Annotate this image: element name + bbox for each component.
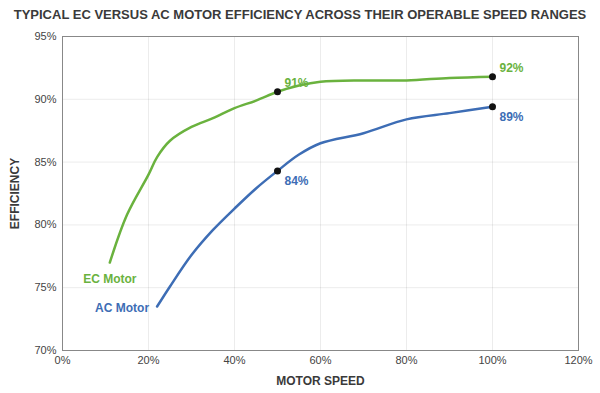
- svg-text:100%: 100%: [478, 354, 506, 366]
- svg-text:80%: 80%: [395, 354, 417, 366]
- svg-text:95%: 95%: [34, 30, 56, 42]
- svg-text:AC Motor: AC Motor: [95, 301, 149, 315]
- svg-text:84%: 84%: [285, 174, 309, 188]
- svg-text:70%: 70%: [34, 344, 56, 356]
- svg-text:75%: 75%: [34, 281, 56, 293]
- svg-text:91%: 91%: [285, 76, 309, 90]
- svg-text:90%: 90%: [34, 93, 56, 105]
- svg-text:40%: 40%: [223, 354, 245, 366]
- svg-text:EC Motor: EC Motor: [83, 272, 137, 286]
- svg-text:MOTOR SPEED: MOTOR SPEED: [276, 374, 365, 388]
- svg-text:80%: 80%: [34, 218, 56, 230]
- svg-text:92%: 92%: [500, 61, 524, 75]
- html-text:TYPICAL EC VERSUS AC MOTOR EFF: TYPICAL EC VERSUS AC MOTOR EFFICIENCY AC…: [13, 7, 587, 22]
- svg-text:120%: 120%: [564, 354, 592, 366]
- svg-text:EFFICIENCY: EFFICIENCY: [8, 158, 22, 229]
- svg-text:0%: 0%: [55, 354, 71, 366]
- svg-text:20%: 20%: [137, 354, 159, 366]
- svg-text:60%: 60%: [309, 354, 331, 366]
- svg-text:89%: 89%: [500, 110, 524, 124]
- svg-text:85%: 85%: [34, 156, 56, 168]
